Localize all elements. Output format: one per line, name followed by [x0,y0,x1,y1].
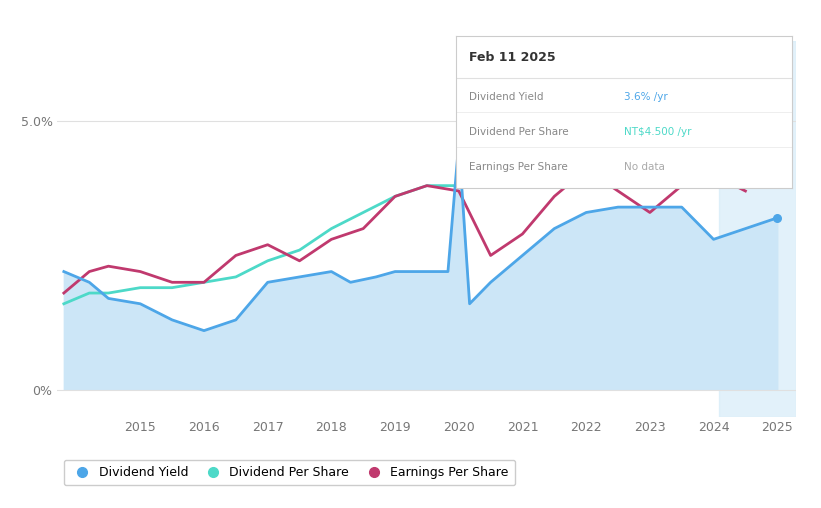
Bar [718,41,796,417]
Text: Feb 11 2025: Feb 11 2025 [469,51,556,64]
Text: No data: No data [624,162,665,172]
Point [771,133,784,141]
Text: Earnings Per Share: Earnings Per Share [469,162,568,172]
Text: NT$4.500 /yr: NT$4.500 /yr [624,126,691,137]
Text: Past: Past [722,57,748,70]
Text: Dividend Yield: Dividend Yield [469,91,544,102]
Text: Dividend Per Share: Dividend Per Share [469,126,569,137]
Legend: Dividend Yield, Dividend Per Share, Earnings Per Share: Dividend Yield, Dividend Per Share, Earn… [64,460,515,486]
Point [771,214,784,222]
Text: 3.6% /yr: 3.6% /yr [624,91,667,102]
